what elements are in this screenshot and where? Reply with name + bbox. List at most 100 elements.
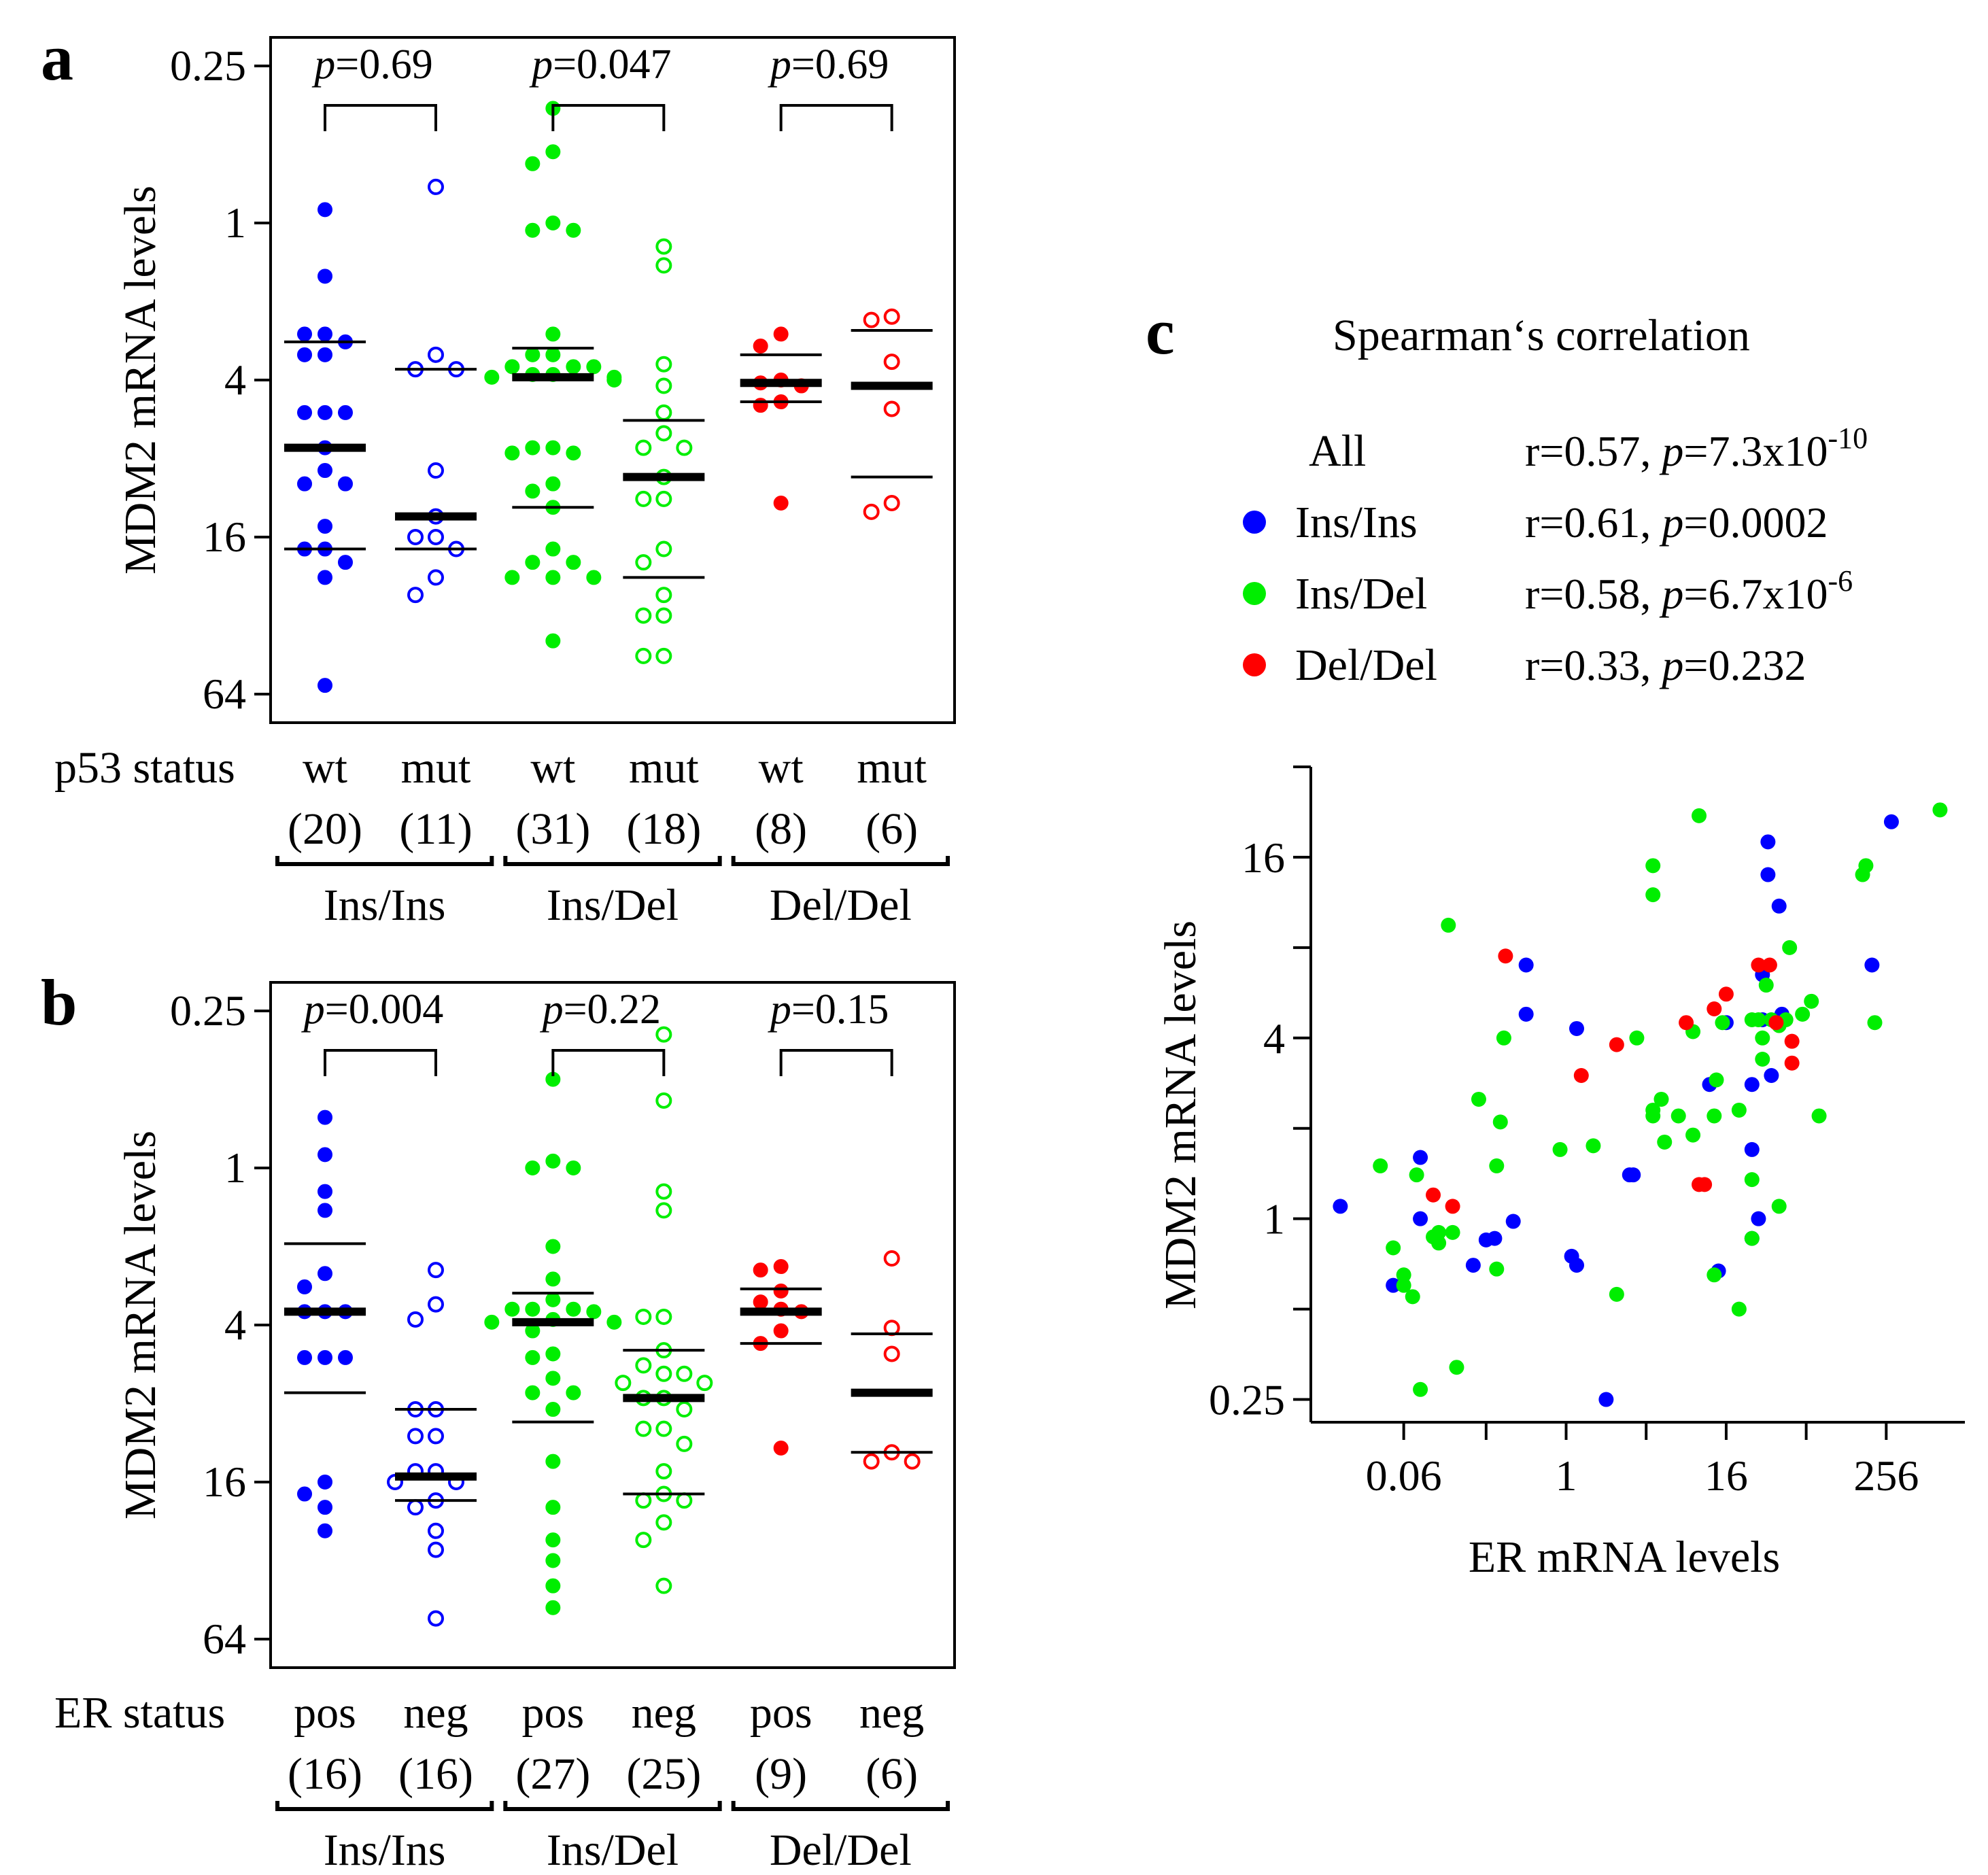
data-point — [863, 311, 880, 328]
series-ins-ins-pos — [284, 1109, 366, 1538]
data-point — [1768, 1015, 1784, 1031]
p-symbol: p — [1659, 427, 1683, 475]
data-point — [525, 1301, 541, 1317]
p-symbol: p — [529, 41, 553, 88]
series-del-del-wt — [740, 326, 822, 511]
data-point — [1864, 957, 1880, 973]
subgroup-n: (25) — [626, 1749, 701, 1799]
data-point — [1707, 1267, 1722, 1283]
genotype-bracket — [275, 1801, 494, 1811]
data-point — [545, 1578, 561, 1594]
data-point — [606, 373, 622, 388]
subgroup-n: (31) — [515, 804, 590, 854]
data-point — [773, 1259, 789, 1275]
data-point — [1629, 1030, 1645, 1046]
data-point — [428, 462, 444, 479]
data-point — [635, 1308, 652, 1325]
data-point — [635, 1492, 652, 1509]
data-point — [655, 1308, 672, 1325]
data-point — [1804, 993, 1819, 1009]
data-point — [696, 1375, 713, 1392]
data-point — [773, 326, 789, 342]
r-value: r=0.58, — [1525, 570, 1662, 618]
data-point — [297, 1349, 312, 1365]
data-point — [1569, 1258, 1584, 1273]
data-point — [525, 222, 541, 238]
legend-label: Ins/Ins — [1295, 498, 1418, 547]
data-point — [1449, 1360, 1464, 1375]
series-del-del-neg — [851, 1250, 933, 1470]
data-point — [318, 326, 332, 342]
data-point — [1771, 1199, 1787, 1214]
y-tick-label: 16 — [203, 513, 246, 561]
data-point — [1386, 1277, 1401, 1293]
data-point — [676, 1492, 693, 1509]
data-point — [525, 555, 541, 570]
data-point — [635, 647, 652, 664]
data-point — [407, 1428, 424, 1445]
data-point — [635, 490, 652, 507]
comparison-bracket — [551, 1049, 666, 1076]
p-symbol: p — [1659, 498, 1683, 547]
status-row-label: ER status — [54, 1688, 225, 1738]
data-point — [676, 1365, 693, 1382]
p-value: p=0.69 — [768, 41, 889, 88]
legend-label: Del/Del — [1295, 640, 1437, 690]
data-point — [635, 1420, 652, 1437]
data-point — [1707, 1001, 1722, 1017]
data-point — [773, 1323, 789, 1339]
data-point — [1731, 1102, 1747, 1118]
data-point — [655, 1463, 672, 1480]
comparison-bracket — [779, 1049, 893, 1076]
data-point — [318, 269, 332, 284]
subgroup-n: (11) — [399, 804, 473, 854]
y-axis-title: MDM2 mRNA levels — [116, 1131, 165, 1519]
y-tick-label: 0.25 — [170, 986, 246, 1035]
data-point — [1498, 948, 1513, 964]
data-point — [297, 1486, 312, 1502]
data-point — [1883, 814, 1899, 829]
data-point — [428, 529, 444, 545]
data-point — [545, 144, 561, 160]
p-value-number: =0.22 — [564, 986, 661, 1033]
r-value: r=0.61, — [1525, 498, 1662, 547]
data-point — [1755, 1051, 1770, 1067]
correlation-stat: r=0.58, p=6.7x10-6 — [1525, 564, 1853, 618]
data-point — [655, 425, 672, 442]
data-point — [655, 1365, 672, 1382]
data-point — [1386, 1240, 1401, 1256]
legend-label: Ins/Del — [1295, 569, 1427, 619]
status-row-label: p53 status — [54, 743, 235, 793]
data-point — [1784, 1033, 1800, 1049]
y-tick-label: 4 — [224, 356, 246, 404]
data-point — [428, 346, 444, 363]
series-del-del — [1426, 948, 1800, 1214]
data-point — [1489, 1261, 1505, 1277]
p-symbol: p — [768, 986, 791, 1033]
p-value-number: =0.004 — [325, 986, 443, 1033]
data-point — [545, 1239, 561, 1254]
subgroup-label: mut — [401, 743, 471, 793]
data-point — [407, 587, 424, 604]
legend-marker — [1243, 511, 1266, 534]
data-point — [545, 1553, 561, 1568]
data-point — [1932, 802, 1948, 818]
genotype-label: Ins/Del — [547, 880, 679, 930]
genotype-bracket — [275, 856, 494, 866]
data-point — [545, 570, 561, 585]
genotype-bracket — [503, 1801, 722, 1811]
data-point — [297, 326, 312, 342]
y-axis-title: MDM2 mRNA levels — [116, 186, 165, 574]
x-tick-label: 16 — [1704, 1451, 1748, 1500]
subgroup-n: (20) — [288, 804, 362, 854]
data-point — [407, 1499, 424, 1516]
data-point — [504, 570, 520, 585]
data-point — [504, 445, 520, 461]
data-point — [1744, 1077, 1760, 1093]
data-point — [318, 1266, 332, 1281]
correlation-row: Ins/Del r=0.58, p=6.7x10-6 — [1243, 564, 1853, 619]
data-point — [635, 1357, 652, 1374]
data-point — [1518, 957, 1534, 973]
